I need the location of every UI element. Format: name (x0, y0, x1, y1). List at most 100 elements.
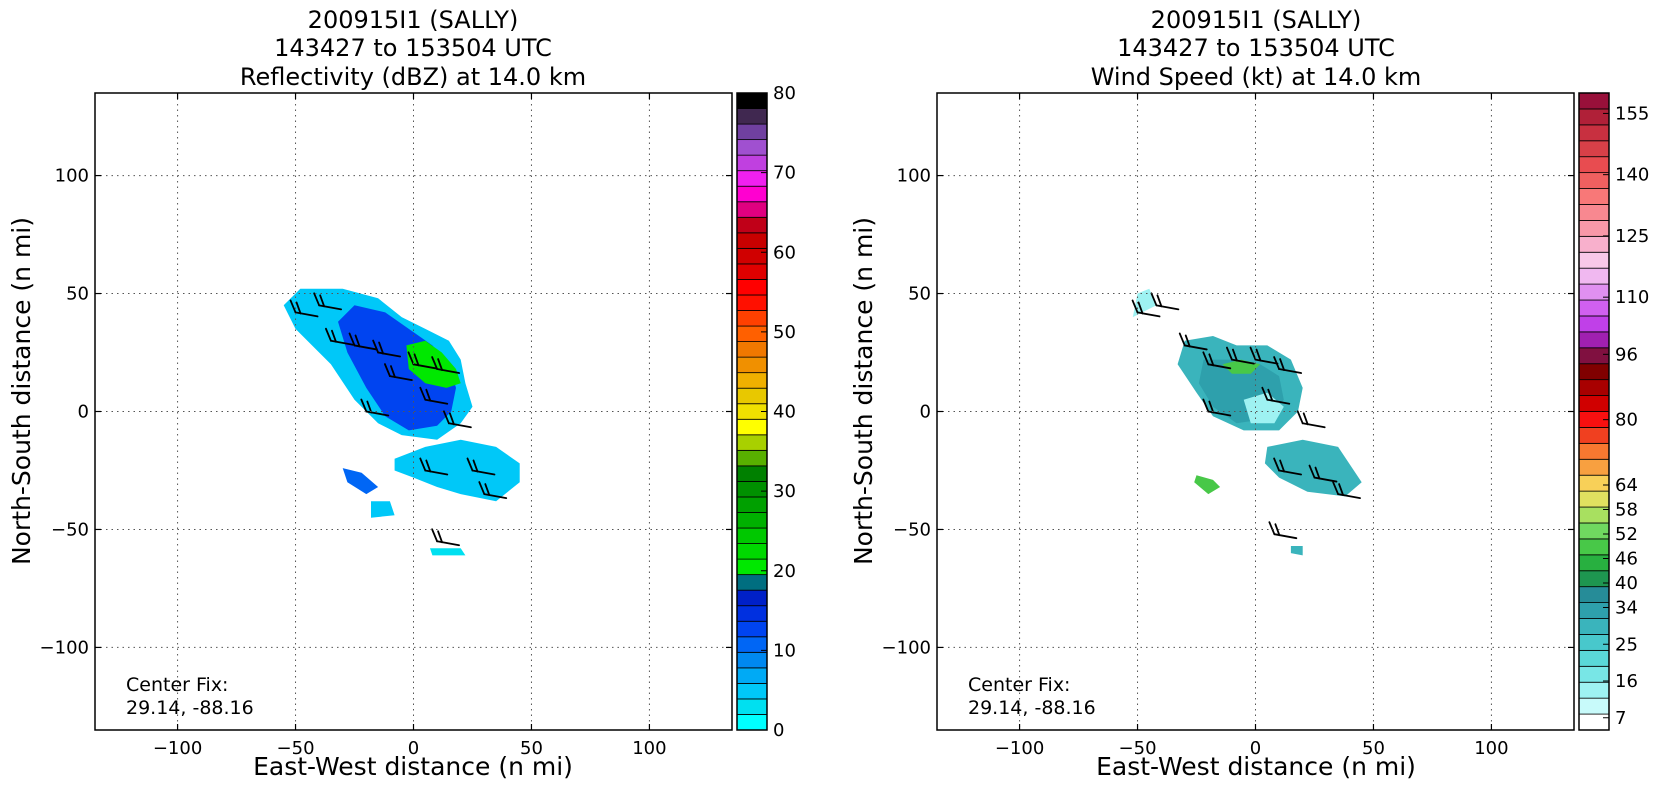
center-fix-value: 29.14, -88.16 (126, 697, 254, 719)
wind-barb-feather (1156, 294, 1163, 308)
colorbar-swatch (1578, 538, 1610, 556)
colorbar-swatch (1578, 188, 1610, 205)
panel-title-line-3: Wind Speed (kt) at 14.0 km (1091, 63, 1422, 91)
y-tick-label: −50 (51, 519, 89, 540)
colorbar: 0 10 20 30 40 50 60 70 80 (736, 83, 796, 741)
x-tick-label: 50 (1362, 738, 1385, 759)
colorbar-tick-label: 60 (773, 242, 796, 263)
wind-barb-feather (1202, 351, 1210, 366)
colorbar-tick-label: 30 (773, 481, 796, 502)
colorbar-swatch (736, 310, 768, 327)
y-tick-label: −50 (893, 519, 931, 540)
colorbar-swatch (736, 356, 768, 374)
colorbar-swatch (736, 341, 768, 358)
wind-barb (289, 299, 319, 318)
y-axis-label: North-South distance (n mi) (7, 217, 36, 565)
echo-region (406, 340, 461, 388)
wind-barb (1308, 464, 1338, 483)
wind-barb (325, 327, 354, 346)
colorbar-tick-label: 110 (1615, 287, 1649, 308)
wind-barb-feather (1137, 301, 1144, 315)
wind-barb-shaft (471, 469, 496, 476)
wind-barb (360, 398, 390, 417)
colorbar-swatch (736, 574, 768, 591)
colorbar-swatch (1578, 649, 1610, 667)
colorbar-swatch (736, 232, 768, 249)
colorbar-tick-label: 16 (1615, 671, 1638, 692)
center-fix-value: 29.14, -88.16 (968, 697, 1096, 719)
colorbar-swatch (736, 154, 768, 172)
colorbar-tick-label: 140 (1615, 165, 1649, 186)
wind-barb-shaft (389, 375, 413, 382)
y-tick-label: 50 (66, 284, 89, 305)
wind-barb-feather (431, 356, 438, 370)
colorbar-swatch (1578, 634, 1610, 651)
wind-barb (442, 410, 472, 429)
wind-barb (313, 292, 343, 311)
colorbar-swatch (736, 714, 768, 731)
wind-barb-feather (437, 530, 443, 544)
wind-barb-feather (1274, 523, 1281, 537)
colorbar-swatch (1578, 251, 1610, 269)
wind-barb (1178, 332, 1208, 351)
colorbar-swatch (736, 651, 768, 669)
colorbar-swatch (1578, 522, 1610, 540)
wind-barb (1332, 481, 1361, 499)
wind-barb (1202, 351, 1232, 370)
y-tick-label: 100 (55, 166, 89, 187)
wind-barb-feather (1273, 356, 1280, 370)
colorbar-tick-label: 46 (1615, 549, 1638, 570)
wind-barb-shaft (1278, 368, 1302, 374)
colorbar-tick-label: 7 (1615, 708, 1626, 729)
colorbar-swatch (736, 294, 768, 311)
echo-region (342, 468, 379, 495)
wind-barb-feather (413, 353, 420, 367)
colorbar-swatch (736, 465, 768, 482)
wind-barb (419, 457, 449, 476)
wind-barb (466, 457, 496, 476)
wind-barb (1268, 521, 1298, 540)
wind-barb-feather (425, 459, 432, 473)
wind-barb-feather (1267, 388, 1274, 402)
wind-barb-shaft (1183, 344, 1208, 351)
colorbar-swatch (736, 620, 768, 638)
colorbar-swatch (1578, 363, 1610, 381)
x-tick-label: 50 (520, 738, 543, 759)
x-tick-label: −100 (153, 738, 202, 759)
wind-barb-shaft (483, 493, 508, 499)
colorbar-swatch (736, 667, 768, 684)
x-tick-label: 0 (408, 738, 419, 759)
wind-barb-feather (1226, 346, 1233, 361)
colorbar-swatch (1578, 92, 1610, 110)
colorbar-swatch (736, 123, 768, 141)
wind-barb-feather (419, 457, 427, 472)
wind-barb (348, 332, 378, 351)
colorbar-swatch (736, 605, 768, 622)
wind-barb-feather (1273, 457, 1280, 472)
colorbar-swatch (1578, 665, 1610, 683)
panel-title-line-3: Reflectivity (dBZ) at 14.0 km (240, 63, 586, 91)
colorbar-swatch (1578, 602, 1610, 619)
wind-barb-shaft (1337, 493, 1361, 499)
colorbar-swatch (1578, 315, 1610, 333)
wind-barb-shaft (1231, 358, 1255, 365)
colorbar-swatch (736, 139, 768, 156)
x-tick-label: −50 (277, 738, 315, 759)
colorbar-swatch (1578, 140, 1610, 158)
colorbar-tick-label: 52 (1615, 524, 1638, 545)
wind-barb (419, 386, 449, 405)
wind-barb-feather (448, 412, 455, 426)
wind-barb-shaft (1273, 533, 1298, 540)
wind-barb-feather (319, 294, 326, 308)
reflectivity-panel: 200915I1 (SALLY) 143427 to 153504 UTC Re… (7, 6, 796, 781)
wind-barb-feather (437, 358, 443, 371)
x-tick-label: 100 (1474, 738, 1508, 759)
wind-barb-feather (1202, 398, 1210, 413)
wind-barb (1249, 346, 1279, 365)
wind-barb-feather (1208, 400, 1215, 414)
wind-barb-feather (1308, 464, 1316, 479)
wind-barb-feather (407, 351, 415, 366)
colorbar-swatch (1578, 490, 1610, 508)
wind-barb (1150, 292, 1180, 311)
colorbar-tick-label: 50 (773, 322, 796, 343)
